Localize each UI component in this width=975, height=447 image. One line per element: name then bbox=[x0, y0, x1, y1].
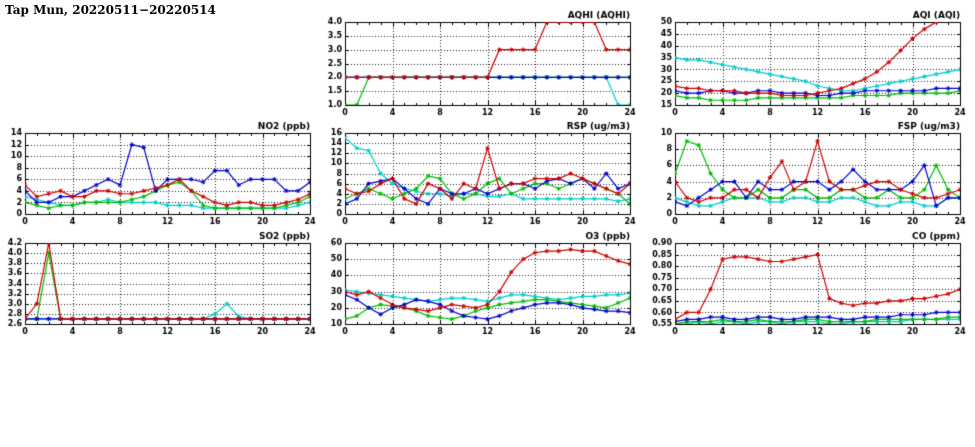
page-title: Tap Mun, 20220511−20220514 bbox=[5, 3, 216, 17]
fsp-chart bbox=[645, 119, 969, 232]
rsp-chart bbox=[315, 119, 639, 232]
o3-chart bbox=[315, 229, 639, 342]
aqhi-chart bbox=[315, 8, 639, 123]
so2-chart bbox=[0, 229, 319, 342]
aqi-chart bbox=[645, 8, 969, 123]
no2-chart bbox=[0, 119, 319, 232]
co-chart bbox=[645, 229, 969, 342]
